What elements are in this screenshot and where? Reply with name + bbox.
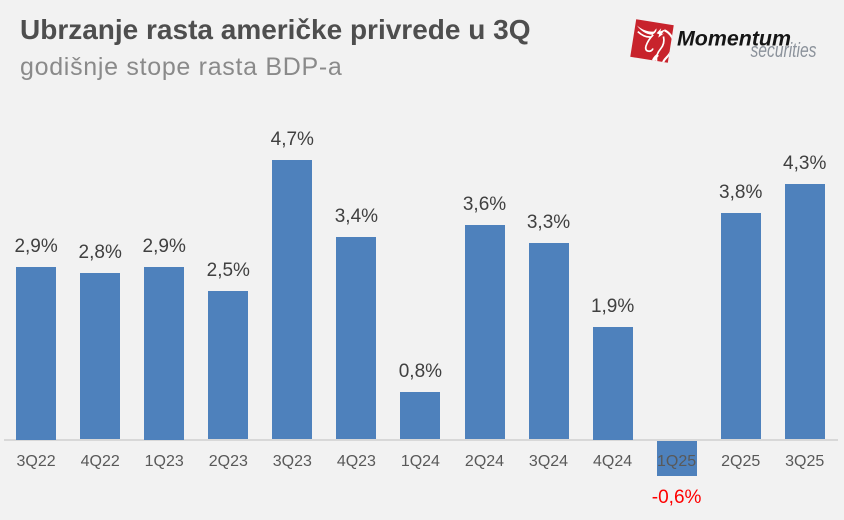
- svg-text:securities: securities: [751, 40, 817, 62]
- svg-text:Momentum: Momentum: [677, 28, 791, 51]
